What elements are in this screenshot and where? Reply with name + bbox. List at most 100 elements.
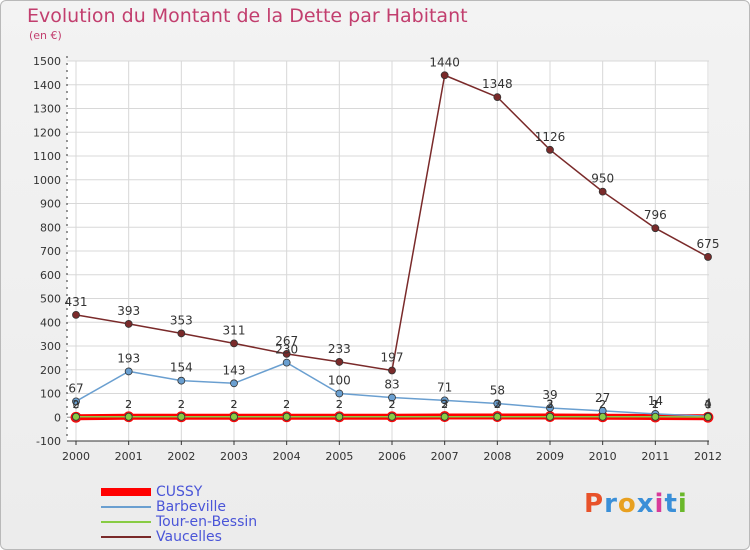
data-label: 197 — [381, 350, 404, 364]
y-tick-label: 300 — [40, 340, 61, 353]
logo-letter: i — [677, 489, 688, 519]
data-label-tour-en-bessin: 2 — [73, 398, 80, 411]
y-tick-label: 900 — [40, 198, 61, 211]
x-tick-label: 2001 — [115, 450, 143, 463]
data-label-tour-en-bessin: 2 — [599, 398, 606, 411]
data-label-cussy: 2 — [231, 398, 238, 411]
data-label-tour-en-bessin: 2 — [336, 398, 343, 411]
legend-swatch — [101, 521, 151, 523]
data-label: 1348 — [482, 77, 513, 91]
x-tick-label: 2012 — [694, 450, 722, 463]
x-tick-label: 2003 — [220, 450, 248, 463]
data-label-cussy: 3 — [494, 398, 501, 411]
data-point-tour-en-bessin — [388, 412, 396, 421]
y-tick-label: 700 — [40, 245, 61, 258]
data-label: 193 — [117, 351, 140, 365]
data-label: 393 — [117, 304, 140, 318]
logo-letter: x — [636, 489, 655, 519]
data-label-cussy: 2 — [283, 398, 290, 411]
data-label-tour-en-bessin: 2 — [389, 398, 396, 411]
x-tick-label: 2005 — [325, 450, 353, 463]
logo-letter: o — [617, 489, 637, 519]
data-point-tour-en-bessin — [651, 412, 660, 421]
data-point-vaucelles — [124, 320, 133, 328]
data-point-vaucelles — [440, 71, 449, 80]
x-tick-label: 2002 — [167, 450, 195, 463]
data-label: 950 — [591, 172, 614, 186]
data-label-cussy: 0 — [705, 398, 712, 411]
data-label: 1126 — [535, 130, 566, 144]
x-tick-label: 2000 — [62, 450, 90, 463]
data-point-barbeville — [177, 376, 186, 385]
y-tick-label: 1500 — [33, 55, 61, 68]
data-label: 796 — [644, 208, 667, 222]
legend-label: CUSSY — [156, 484, 203, 500]
data-label-cussy: 0 — [73, 398, 80, 411]
y-tick-label: 1400 — [33, 79, 61, 92]
data-label: 39 — [542, 388, 557, 402]
y-tick-label: -100 — [36, 435, 61, 448]
data-label-cussy: 3 — [547, 398, 554, 411]
data-label: 4 — [704, 396, 712, 410]
data-point-tour-en-bessin — [598, 412, 607, 421]
data-label: 83 — [384, 378, 399, 392]
data-point-barbeville — [493, 399, 502, 408]
data-label-tour-en-bessin: 1 — [705, 398, 712, 411]
data-label: 675 — [697, 237, 720, 251]
data-point-barbeville — [546, 404, 554, 412]
data-label-tour-en-bessin: 2 — [441, 398, 448, 411]
y-tick-label: 400 — [40, 316, 61, 329]
data-label: 154 — [170, 361, 193, 375]
x-tick-label: 2007 — [431, 450, 459, 463]
data-label-tour-en-bessin: 2 — [125, 398, 132, 411]
legend-swatch — [101, 488, 151, 496]
data-point-vaucelles — [546, 145, 554, 154]
data-point-tour-en-bessin — [335, 412, 344, 421]
data-point-barbeville — [230, 379, 238, 388]
data-point-barbeville — [282, 358, 291, 367]
data-point-barbeville — [440, 396, 449, 405]
x-tick-label: 2009 — [536, 450, 564, 463]
data-label: 353 — [170, 313, 193, 327]
data-label-tour-en-bessin: 2 — [283, 398, 290, 411]
data-label: 71 — [437, 380, 452, 394]
data-label-tour-en-bessin: 2 — [494, 398, 501, 411]
y-tick-label: 800 — [40, 221, 61, 234]
y-tick-label: 0 — [54, 411, 61, 424]
data-label-tour-en-bessin: 2 — [652, 398, 659, 411]
data-label: 14 — [648, 394, 663, 408]
data-point-tour-en-bessin — [440, 412, 449, 421]
x-tick-label: 2011 — [641, 450, 669, 463]
data-label: 311 — [223, 323, 246, 337]
y-tick-label: 1300 — [33, 103, 61, 116]
data-point-tour-en-bessin — [72, 412, 80, 421]
chart-title: Evolution du Montant de la Dette par Hab… — [27, 5, 468, 27]
data-label: 1440 — [429, 55, 460, 69]
x-tick-label: 2004 — [273, 450, 301, 463]
data-label: 431 — [65, 295, 88, 309]
data-label-cussy: 2 — [178, 398, 185, 411]
logo-letter: r — [604, 489, 618, 519]
data-point-barbeville — [72, 397, 80, 406]
data-label-cussy: 1 — [652, 398, 659, 411]
data-point-tour-en-bessin — [282, 412, 291, 421]
data-label-tour-en-bessin: 2 — [231, 398, 238, 411]
data-label: 67 — [68, 381, 83, 395]
legend-label: Barbeville — [156, 499, 227, 515]
y-tick-label: 100 — [40, 388, 61, 401]
data-label: 143 — [223, 363, 246, 377]
data-label: 267 — [275, 334, 298, 348]
data-label: 27 — [595, 391, 610, 405]
data-point-vaucelles — [72, 310, 80, 319]
x-tick-label: 2008 — [483, 450, 511, 463]
data-label: 233 — [328, 342, 351, 356]
x-tick-label: 2010 — [589, 450, 617, 463]
data-label-cussy: 2 — [125, 398, 132, 411]
data-point-vaucelles — [493, 93, 502, 101]
data-point-barbeville — [388, 393, 396, 402]
data-point-tour-en-bessin — [124, 412, 133, 421]
label-layer: 4313933533112672331971440134811269507966… — [65, 55, 720, 411]
legend-label: Tour-en-Bessin — [156, 514, 258, 530]
